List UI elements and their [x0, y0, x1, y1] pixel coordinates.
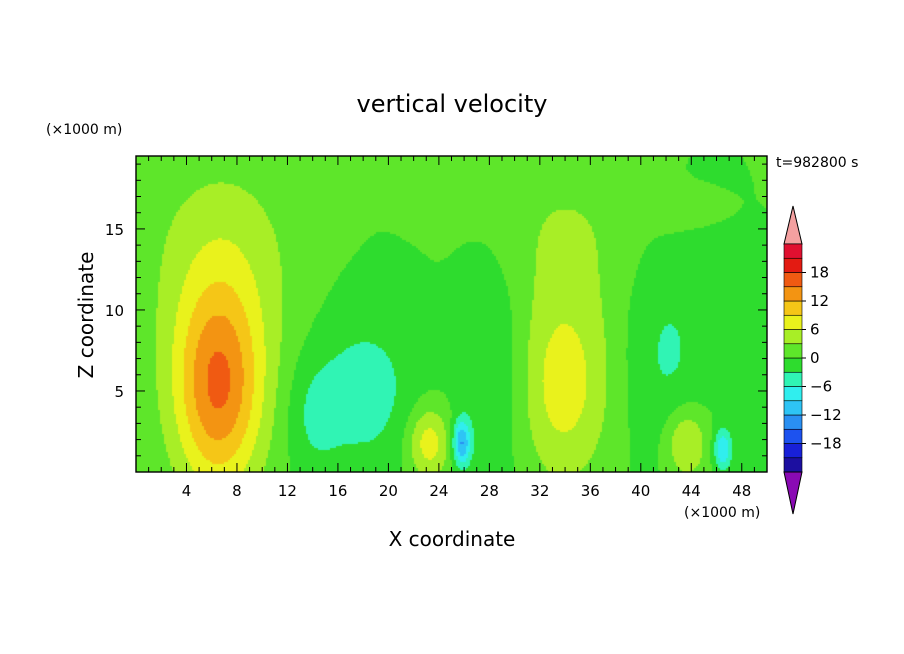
x-tick-label: 32: [530, 482, 549, 500]
x-tick-label: 40: [631, 482, 650, 500]
colorbar-tick-label: −6: [810, 378, 832, 396]
x-tick-label: 48: [732, 482, 751, 500]
x-tick-label: 36: [581, 482, 600, 500]
x-tick-label: 8: [232, 482, 242, 500]
colorbar-band: [783, 457, 803, 473]
contour-field: [136, 156, 767, 472]
y-tick-label: 5: [114, 383, 124, 401]
y-tick-label: 10: [105, 302, 124, 320]
colorbar-tick-label: −18: [810, 435, 842, 453]
x-tick-label: 4: [182, 482, 192, 500]
colorbar-band: [783, 272, 803, 288]
x-unit-label: (×1000 m): [684, 505, 760, 521]
colorbar-tick-label: 6: [810, 321, 820, 339]
colorbar-band: [783, 357, 803, 373]
x-tick-label: 28: [480, 482, 499, 500]
colorbar-band: [783, 371, 803, 387]
colorbar-tick-label: 18: [810, 264, 829, 282]
y-tick-label: 15: [105, 221, 124, 239]
x-axis-title: X coordinate: [389, 527, 516, 551]
colorbar: 18 12 6 0 −6 −12 −18: [783, 205, 842, 515]
colorbar-tick-label: 0: [810, 349, 820, 367]
x-tick-label: 20: [379, 482, 398, 500]
colorbar-band: [783, 386, 803, 402]
colorbar-tick-label: −12: [810, 406, 842, 424]
x-tick-label: 12: [278, 482, 297, 500]
x-tick-label: 16: [328, 482, 347, 500]
colorbar-band: [783, 329, 803, 345]
colorbar-band: [783, 343, 803, 359]
colorbar-band: [783, 314, 803, 330]
y-unit-label: (×1000 m): [46, 122, 122, 138]
colorbar-band: [783, 300, 803, 316]
chart-title: vertical velocity: [357, 90, 548, 118]
contour-fill: [136, 156, 767, 472]
x-tick-label: 44: [682, 482, 701, 500]
colorbar-band: [783, 414, 803, 430]
colorbar-tick-label: 12: [810, 292, 829, 310]
colorbar-over-arrow: [783, 205, 803, 245]
colorbar-band: [783, 286, 803, 302]
colorbar-band: [783, 443, 803, 459]
colorbar-band: [783, 257, 803, 273]
colorbar-under-arrow: [783, 471, 803, 515]
colorbar-band: [783, 428, 803, 444]
colorbar-band: [783, 243, 803, 259]
colorbar-band: [783, 400, 803, 416]
x-tick-label: 24: [429, 482, 448, 500]
time-label: t=982800 s: [776, 155, 858, 171]
y-axis-title: Z coordinate: [74, 252, 98, 379]
